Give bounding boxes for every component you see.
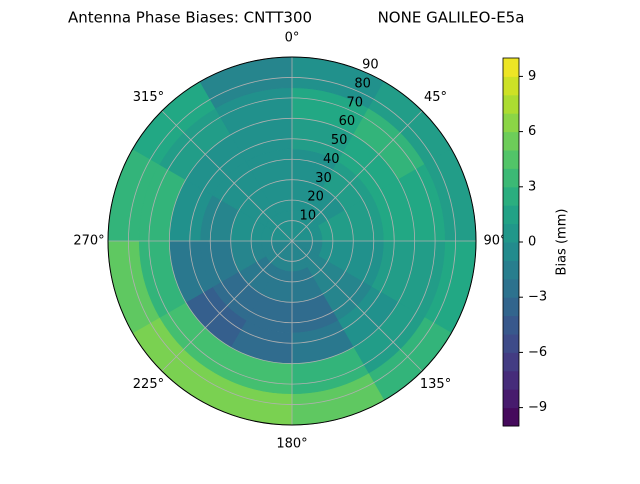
colorbar-tick-label: 6 xyxy=(528,124,536,139)
grid-spoke xyxy=(291,240,423,372)
overlay: 1020304050607080900°45°90°135°180°225°27… xyxy=(73,31,547,452)
colorbar-band xyxy=(503,131,519,151)
colorbar-band xyxy=(503,76,519,96)
theta-tick-label: 270° xyxy=(73,234,104,249)
colorbar-band xyxy=(503,242,519,261)
r-tick-label: 60 xyxy=(339,114,356,129)
colorbar-tick-label: −3 xyxy=(528,290,547,305)
colorbar-band xyxy=(503,370,519,390)
r-tick-label: 70 xyxy=(346,95,363,110)
colorbar-band xyxy=(503,223,519,243)
theta-tick-label: 180° xyxy=(276,437,307,452)
theta-tick-label: 45° xyxy=(424,90,447,105)
colorbar-band xyxy=(503,113,519,133)
r-tick-label: 30 xyxy=(315,171,332,186)
colorbar-tick-label: 3 xyxy=(528,179,536,194)
colorbar-band xyxy=(503,389,519,409)
theta-tick-label: 225° xyxy=(133,377,164,392)
r-tick-label: 50 xyxy=(331,133,348,148)
r-tick-label: 80 xyxy=(354,76,371,91)
grid-spoke xyxy=(161,110,293,242)
colorbar-band xyxy=(503,58,519,77)
chart-subtitle: NONE GALILEO-E5a xyxy=(378,9,525,27)
colorbar-band xyxy=(503,150,519,169)
colorbar-tick-label: −6 xyxy=(528,345,547,360)
grid-spoke xyxy=(161,240,293,372)
colorbar-band xyxy=(503,94,519,114)
colorbar-tick-label: 9 xyxy=(528,69,536,84)
colorbar-band xyxy=(503,205,519,225)
polar-frame xyxy=(107,56,477,426)
r-tick-label: 90 xyxy=(362,58,379,73)
colorbar-band xyxy=(503,297,519,317)
theta-tick-label: 90° xyxy=(483,234,506,249)
colorbar-label: Bias (mm) xyxy=(555,209,570,276)
r-tick-label: 40 xyxy=(323,152,340,167)
colorbar-tick-label: −9 xyxy=(528,400,547,415)
colorbar-band xyxy=(503,168,519,188)
colorbar-band xyxy=(503,407,519,427)
r-tick-label: 20 xyxy=(307,190,324,205)
r-tick-label: 10 xyxy=(300,209,317,224)
colorbar-tick-label: 0 xyxy=(528,235,536,250)
colorbar-band xyxy=(503,352,519,372)
theta-tick-label: 0° xyxy=(285,31,300,46)
grid-spoke xyxy=(291,110,423,242)
colorbar-band xyxy=(503,334,519,353)
colorbar-band xyxy=(503,186,519,206)
chart-title: Antenna Phase Biases: CNTT300 xyxy=(68,9,312,27)
colorbar-band xyxy=(503,278,519,298)
colorbar-band xyxy=(503,315,519,335)
theta-tick-label: 135° xyxy=(420,377,451,392)
colorbar-band xyxy=(503,260,519,280)
theta-tick-label: 315° xyxy=(133,90,164,105)
